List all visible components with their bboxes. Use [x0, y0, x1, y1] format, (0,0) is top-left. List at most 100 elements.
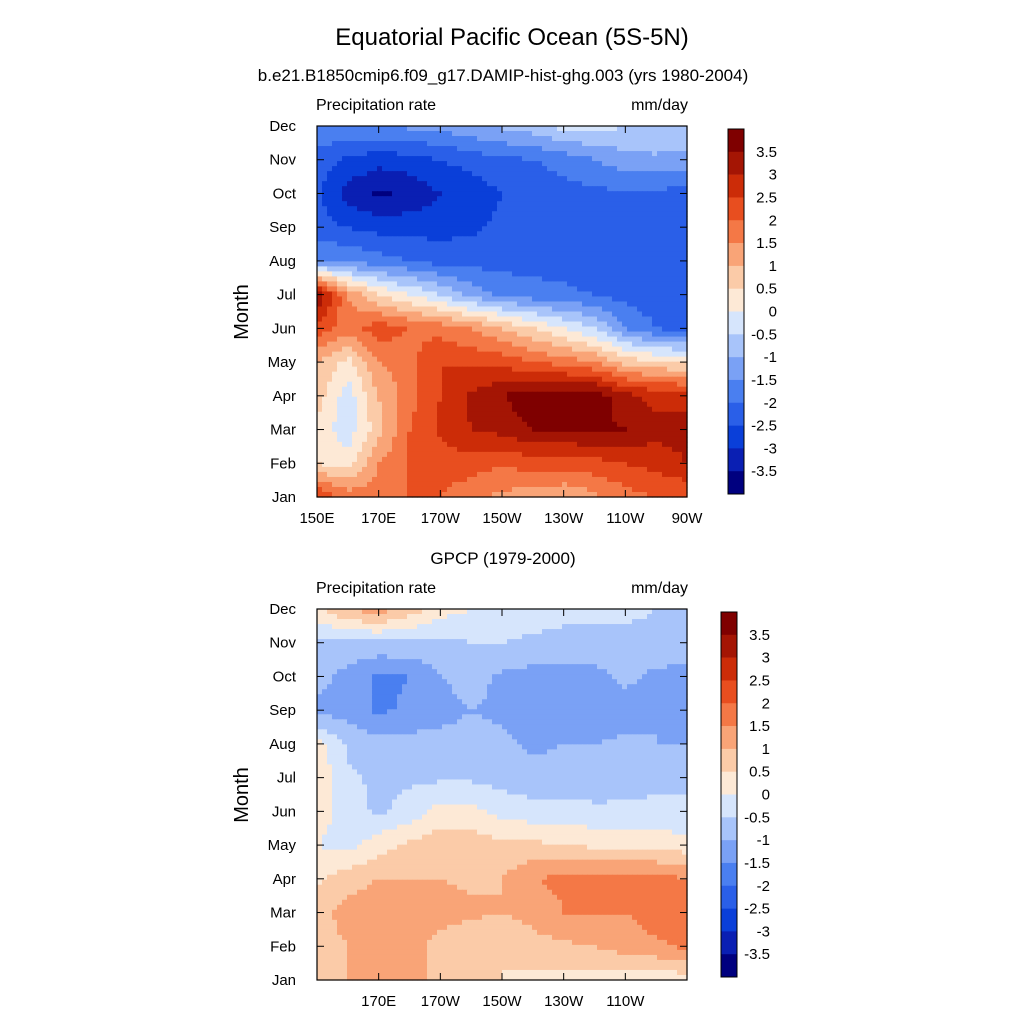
heatmap-cell — [437, 231, 443, 237]
heatmap-cell — [597, 416, 603, 423]
heatmap-cell — [577, 176, 583, 182]
heatmap-cell — [452, 411, 458, 418]
heatmap-cell — [522, 431, 528, 438]
heatmap-cell — [417, 231, 423, 237]
heatmap-cell — [432, 361, 438, 368]
heatmap-cell — [442, 436, 448, 443]
heatmap-cell — [317, 171, 323, 177]
heatmap-cell — [647, 226, 653, 232]
heatmap-cell — [372, 321, 378, 328]
heatmap-cell — [362, 196, 368, 202]
heatmap-cell — [612, 451, 618, 458]
heatmap-cell — [567, 301, 573, 308]
heatmap-cell — [602, 411, 608, 418]
heatmap-cell — [342, 241, 348, 247]
heatmap-cell — [562, 286, 568, 293]
heatmap-cell — [422, 306, 428, 313]
heatmap-cell — [467, 386, 473, 393]
heatmap-cell — [642, 416, 648, 423]
heatmap-cell — [657, 386, 663, 393]
heatmap-cell — [442, 236, 448, 242]
heatmap-cell — [382, 196, 388, 202]
heatmap-cell — [387, 366, 393, 373]
heatmap-cell — [407, 261, 413, 267]
heatmap-cell — [647, 321, 653, 328]
heatmap-cell — [502, 131, 508, 137]
heatmap-cell — [557, 401, 563, 408]
heatmap-cell — [592, 436, 598, 443]
heatmap-cell — [427, 296, 433, 303]
heatmap-cell — [422, 461, 428, 468]
heatmap-cell — [347, 176, 353, 182]
heatmap-cell — [362, 296, 368, 303]
heatmap-cell — [667, 241, 673, 247]
heatmap-cell — [557, 391, 563, 398]
heatmap-cell — [607, 171, 613, 177]
heatmap-cell — [642, 306, 648, 313]
heatmap-cell — [347, 261, 353, 267]
heatmap-cell — [532, 351, 538, 358]
heatmap-cell — [447, 316, 453, 323]
heatmap-cell — [597, 201, 603, 207]
heatmap-cell — [572, 356, 578, 363]
heatmap-cell — [547, 196, 553, 202]
heatmap-cell — [632, 176, 638, 182]
heatmap-cell — [452, 276, 458, 283]
heatmap-cell — [412, 126, 418, 132]
heatmap-cell — [507, 361, 513, 368]
heatmap-cell — [347, 311, 353, 318]
heatmap-cell — [417, 311, 423, 318]
heatmap-cell — [617, 326, 623, 333]
heatmap-cell — [427, 416, 433, 423]
heatmap-cell — [472, 266, 478, 272]
heatmap-cell — [352, 331, 358, 338]
heatmap-cell — [612, 286, 618, 293]
heatmap-cell — [572, 446, 578, 453]
heatmap-cell — [662, 171, 668, 177]
heatmap-cell — [387, 426, 393, 433]
heatmap-cell — [477, 426, 483, 433]
heatmap-cell — [667, 236, 673, 242]
heatmap-cell — [462, 176, 468, 182]
heatmap-cell — [367, 281, 373, 288]
heatmap-cell — [327, 136, 333, 142]
heatmap-cell — [427, 271, 433, 277]
heatmap-cell — [407, 346, 413, 353]
heatmap-cell — [652, 196, 658, 202]
heatmap-cell — [477, 211, 483, 217]
heatmap-cell — [342, 166, 348, 172]
heatmap-cell — [492, 371, 498, 378]
heatmap-cell — [562, 356, 568, 363]
heatmap-cell — [367, 366, 373, 373]
heatmap-cell — [672, 241, 678, 247]
heatmap-cell — [577, 331, 583, 338]
heatmap-cell — [562, 141, 568, 147]
heatmap-cell — [462, 226, 468, 232]
heatmap-cell — [602, 171, 608, 177]
heatmap-cell — [622, 286, 628, 293]
heatmap-cell — [432, 416, 438, 423]
heatmap-cell — [382, 451, 388, 458]
heatmap-cell — [447, 446, 453, 453]
heatmap-cell — [662, 421, 668, 428]
heatmap-cell — [412, 206, 418, 212]
heatmap-cell — [322, 281, 328, 288]
heatmap-cell — [487, 331, 493, 338]
heatmap-cell — [357, 396, 363, 403]
heatmap-cell — [462, 411, 468, 418]
heatmap-cell — [497, 336, 503, 343]
heatmap-cell — [432, 166, 438, 172]
heatmap-cell — [657, 251, 663, 257]
heatmap-cell — [642, 211, 648, 217]
heatmap-cell — [637, 346, 643, 353]
heatmap-cell — [337, 151, 343, 157]
heatmap-cell — [607, 456, 613, 463]
heatmap-cell — [597, 286, 603, 293]
heatmap-cell — [532, 131, 538, 137]
heatmap-cell — [352, 171, 358, 177]
heatmap-cell — [362, 336, 368, 343]
heatmap-cell — [607, 136, 613, 142]
heatmap-cell — [582, 431, 588, 438]
heatmap-cell — [362, 286, 368, 293]
heatmap-cell — [507, 261, 513, 267]
